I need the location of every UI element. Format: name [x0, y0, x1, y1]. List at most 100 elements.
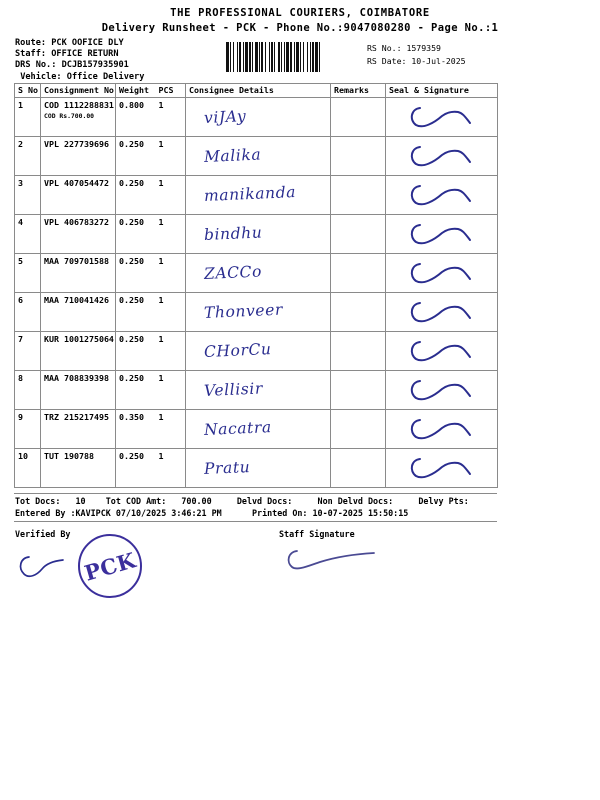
- weight-value: 0.250: [119, 256, 144, 266]
- cell-consignee-details: CHorCu: [185, 331, 331, 371]
- cell-consignee-details: viJAy: [185, 97, 331, 137]
- sno-value: 3: [18, 178, 23, 188]
- recipient-signature-icon: [410, 419, 471, 440]
- cell-consignment-no: KUR 1001275064: [40, 331, 116, 371]
- pcs-value: 1: [158, 100, 164, 110]
- cell-sno: 5: [14, 253, 41, 293]
- cell-consignment-no: COD 1112288831 COD Rs.700.00: [40, 97, 116, 137]
- cell-sno: 10: [14, 448, 41, 488]
- verified-by-label: Verified By: [15, 529, 71, 539]
- remarks-value: [331, 371, 385, 373]
- consignment-value: VPL 227739696: [44, 139, 109, 149]
- cell-consignment-no: MAA 709701588: [40, 253, 116, 293]
- cell-remarks: [330, 136, 386, 176]
- col-header-remarks: Remarks: [330, 83, 386, 98]
- cell-sno: 7: [14, 331, 41, 371]
- sno-value: 5: [18, 256, 23, 266]
- cell-weight: 0.800: [115, 97, 156, 137]
- remarks-value: [331, 137, 385, 139]
- cell-remarks: [330, 175, 386, 215]
- cell-sno: 8: [14, 370, 41, 410]
- cell-pcs: 1: [155, 409, 186, 449]
- cod-amount-note: COD Rs.700.00: [44, 112, 95, 120]
- route-label: Route:: [15, 38, 47, 48]
- footer-divider-bottom: [14, 521, 497, 522]
- sno-value: 4: [18, 217, 23, 227]
- cell-weight: 0.250: [115, 370, 156, 410]
- cell-seal-signature: [385, 97, 498, 137]
- cell-sno: 2: [14, 136, 41, 176]
- cell-consignee-details: Malika: [185, 136, 331, 176]
- weight-value: 0.250: [119, 295, 144, 305]
- recipient-signature-icon: [410, 380, 471, 401]
- runsheet-table: S No Consignment No Weight PCS Consignee…: [14, 83, 498, 488]
- weight-value: 0.250: [119, 139, 144, 149]
- cell-remarks: [330, 253, 386, 293]
- recipient-signature-icon: [410, 146, 471, 167]
- pck-round-stamp: PCK: [78, 534, 142, 598]
- cell-consignment-no: MAA 710041426: [40, 292, 116, 332]
- cell-weight: 0.250: [115, 448, 156, 488]
- sno-value: 8: [18, 373, 23, 383]
- weight-value: 0.350: [119, 412, 144, 422]
- consignment-value: TUT 190788: [44, 451, 94, 461]
- cell-seal-signature: [385, 175, 498, 215]
- consignment-value: MAA 709701588: [44, 256, 109, 266]
- table-row: 10 TUT 190788 0.250 1 Pratu: [14, 448, 498, 488]
- sno-value: 10: [18, 451, 28, 461]
- table-row: 6 MAA 710041426 0.250 1 Thonveer: [14, 292, 498, 332]
- vehicle-row: Vehicle: Office Delivery: [20, 72, 144, 82]
- staff-signature-icon: [287, 550, 375, 570]
- sno-value: 2: [18, 139, 23, 149]
- table-row: 3 VPL 407054472 0.250 1 manikanda: [14, 175, 498, 215]
- cell-seal-signature: [385, 331, 498, 371]
- cell-weight: 0.350: [115, 409, 156, 449]
- table-row: 8 MAA 708839398 0.250 1 Vellisir: [14, 370, 498, 410]
- rs-date-row: RS Date: 10-Jul-2025: [367, 56, 466, 66]
- weight-value: 0.250: [119, 334, 144, 344]
- rs-no-row: RS No.: 1579359: [367, 43, 441, 53]
- consignee-handwriting: manikanda: [203, 182, 297, 205]
- table-header-row: S No Consignment No Weight PCS Consignee…: [14, 83, 498, 98]
- cell-consignee-details: bindhu: [185, 214, 331, 254]
- route-value: PCK OOFICE DLY: [51, 38, 124, 48]
- table-row: 5 MAA 709701588 0.250 1 ZACCo: [14, 253, 498, 293]
- cell-pcs: 1: [155, 448, 186, 488]
- cell-consignee-details: manikanda: [185, 175, 331, 215]
- cell-weight: 0.250: [115, 292, 156, 332]
- drs-row: DRS No.: DCJB157935901: [15, 60, 129, 70]
- verified-by-signature-icon: [19, 556, 64, 578]
- footer-divider-top: [14, 493, 497, 494]
- cell-consignment-no: VPL 407054472: [40, 175, 116, 215]
- cell-consignment-no: TRZ 215217495: [40, 409, 116, 449]
- header-meta-left: Route: PCK OOFICE DLY Staff: OFFICE RETU…: [15, 38, 144, 83]
- cell-weight: 0.250: [115, 253, 156, 293]
- table-row: 2 VPL 227739696 0.250 1 Malika: [14, 136, 498, 176]
- cell-consignee-details: Thonveer: [185, 292, 331, 332]
- drs-value: DCJB157935901: [61, 60, 129, 71]
- pcs-value: 1: [158, 217, 164, 227]
- weight-value: 0.250: [119, 373, 144, 383]
- table-row: 4 VPL 406783272 0.250 1 bindhu: [14, 214, 498, 254]
- cell-remarks: [330, 331, 386, 371]
- header-meta-right: RS No.: 1579359 RS Date: 10-Jul-2025: [367, 42, 466, 67]
- table-row: 7 KUR 1001275064 0.250 1 CHorCu: [14, 331, 498, 371]
- consignee-handwriting: Malika: [203, 145, 262, 166]
- consignee-handwriting: CHorCu: [203, 340, 272, 361]
- cell-consignee-details: Nacatra: [185, 409, 331, 449]
- col-header-seal-signature: Seal & Signature: [385, 83, 498, 98]
- cell-weight: 0.250: [115, 136, 156, 176]
- pcs-value: 1: [158, 334, 164, 344]
- consignment-value: VPL 407054472: [44, 178, 109, 188]
- cell-seal-signature: [385, 448, 498, 488]
- col-header-sno: S No: [14, 83, 41, 98]
- sno-value: 7: [18, 334, 23, 344]
- footer-summary: Tot Docs: 10 Tot COD Amt: 700.00 Delvd D…: [15, 496, 469, 506]
- cell-remarks: [330, 448, 386, 488]
- cell-sno: 6: [14, 292, 41, 332]
- consignment-value: COD 1112288831: [44, 100, 114, 110]
- cell-remarks: [330, 409, 386, 449]
- cell-seal-signature: [385, 292, 498, 332]
- rs-date-label: RS Date:: [367, 55, 407, 66]
- weight-value: 0.250: [119, 178, 144, 188]
